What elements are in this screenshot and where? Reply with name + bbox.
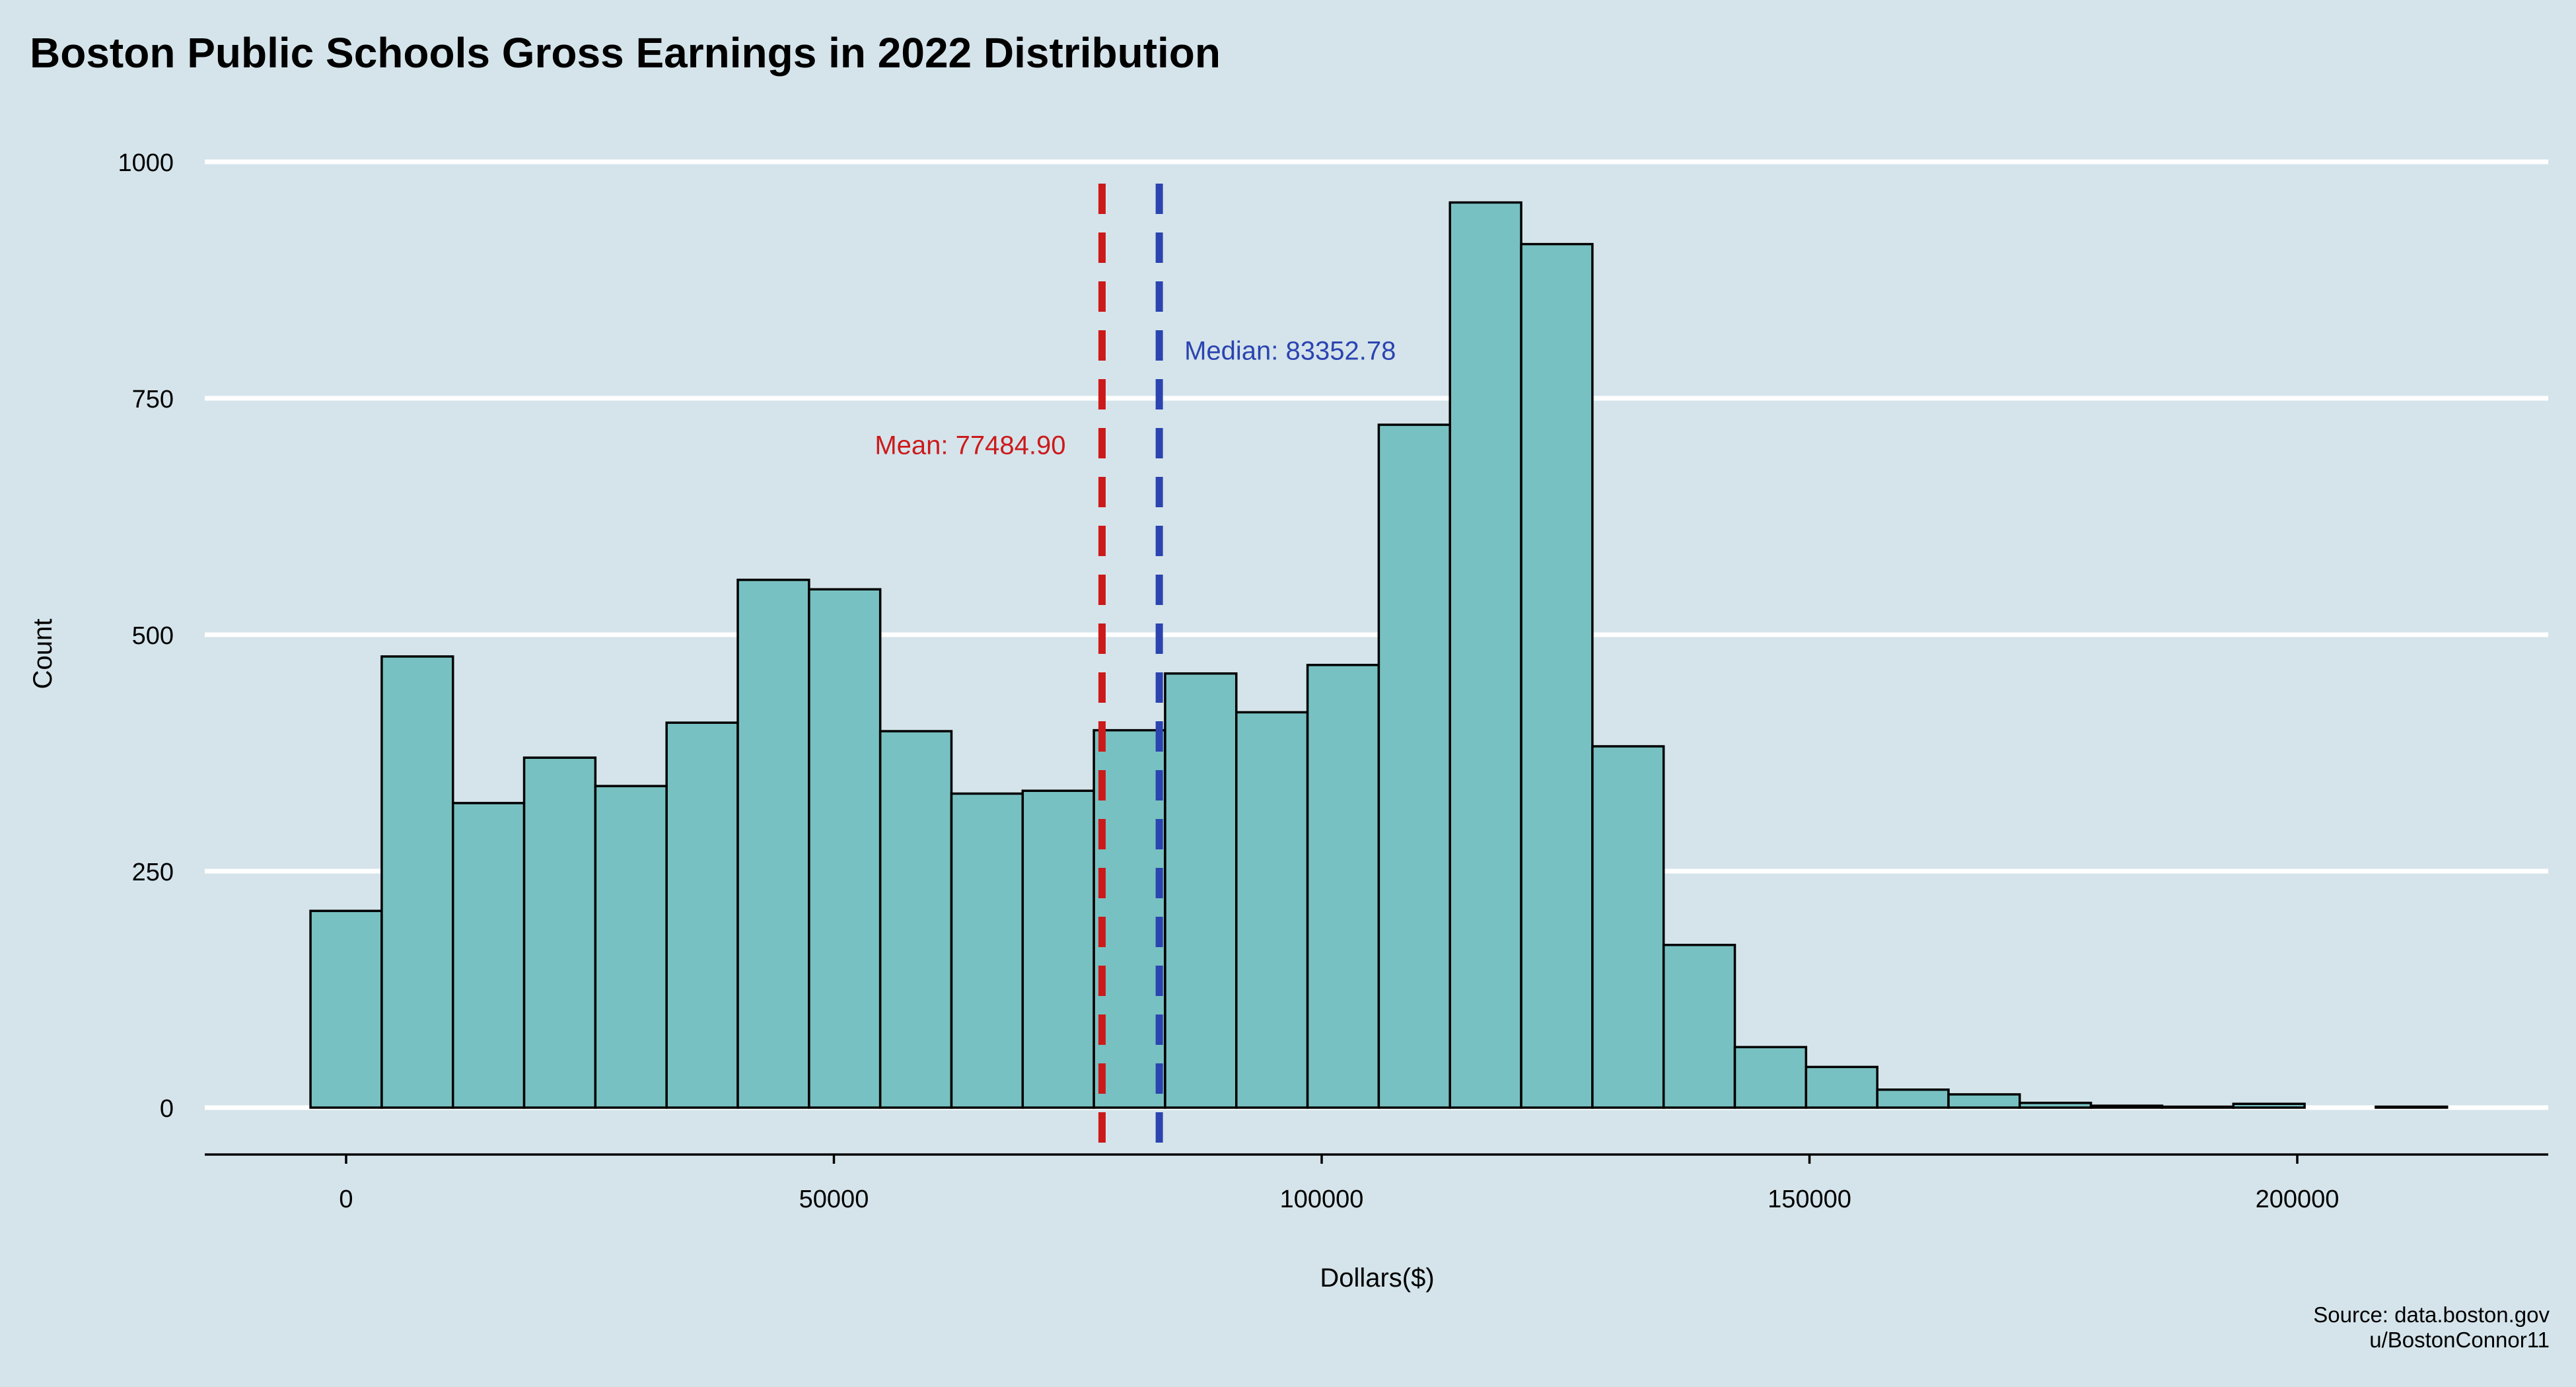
y-tick-label-1000: 1000	[118, 149, 174, 177]
author-caption: u/BostonConnor11	[2369, 1328, 2550, 1352]
y-tick-label-500: 500	[132, 622, 174, 650]
histogram-bar	[1662, 943, 1736, 1109]
y-tick-label-750: 750	[132, 386, 174, 413]
histogram-bar	[950, 792, 1024, 1109]
histogram-bar	[451, 802, 526, 1109]
y-axis-label: Count	[28, 619, 57, 690]
histogram-bar	[878, 730, 953, 1109]
histogram-bar	[1591, 745, 1665, 1109]
histogram-bar	[1449, 201, 1522, 1109]
x-tick-label-50000: 50000	[799, 1186, 869, 1213]
reference-lines: Mean: 77484.90 Median: 83352.78	[875, 184, 1396, 1155]
histogram-bar	[1164, 672, 1238, 1109]
histogram-bar	[736, 579, 810, 1109]
histogram-bar	[1520, 242, 1594, 1109]
mean-label: Mean: 77484.90	[875, 431, 1065, 460]
x-tick-label-150000: 150000	[1768, 1186, 1851, 1213]
x-tick-label-0: 0	[339, 1186, 353, 1213]
x-tick-label-100000: 100000	[1280, 1186, 1364, 1213]
histogram-bar	[1805, 1065, 1878, 1109]
histogram-bars	[309, 201, 2449, 1109]
histogram-bar	[1733, 1046, 1808, 1109]
y-tick-label-0: 0	[160, 1095, 174, 1123]
histogram-bar	[380, 655, 454, 1109]
histogram-bar	[522, 756, 597, 1109]
y-tick-label-250: 250	[132, 859, 174, 886]
histogram-bar	[1947, 1093, 2021, 1109]
x-tick-label-200000: 200000	[2256, 1186, 2340, 1213]
chart-title: Boston Public Schools Gross Earnings in …	[30, 29, 1221, 77]
histogram-bar	[1876, 1088, 1950, 1109]
histogram-bar	[2089, 1104, 2164, 1109]
axes: 0 50000 100000 150000 200000	[205, 1153, 2548, 1213]
histogram-bar	[594, 785, 668, 1109]
histogram-bar	[2019, 1102, 2093, 1109]
histogram-bar	[1092, 729, 1166, 1109]
histogram-bar	[1235, 711, 1309, 1109]
histogram-bar	[808, 588, 882, 1109]
histogram-bar	[2375, 1105, 2449, 1109]
histogram-bar	[1021, 789, 1095, 1109]
histogram-bar	[1306, 664, 1380, 1109]
histogram-bar	[2232, 1102, 2306, 1109]
x-axis-label: Dollars($)	[1320, 1263, 1434, 1293]
histogram-bar	[665, 721, 739, 1109]
median-label: Median: 83352.78	[1184, 336, 1396, 365]
source-caption: Source: data.boston.gov	[2313, 1302, 2550, 1327]
histogram-bar	[309, 909, 383, 1109]
histogram-bar	[2161, 1105, 2235, 1109]
histogram-bar	[1377, 423, 1451, 1109]
